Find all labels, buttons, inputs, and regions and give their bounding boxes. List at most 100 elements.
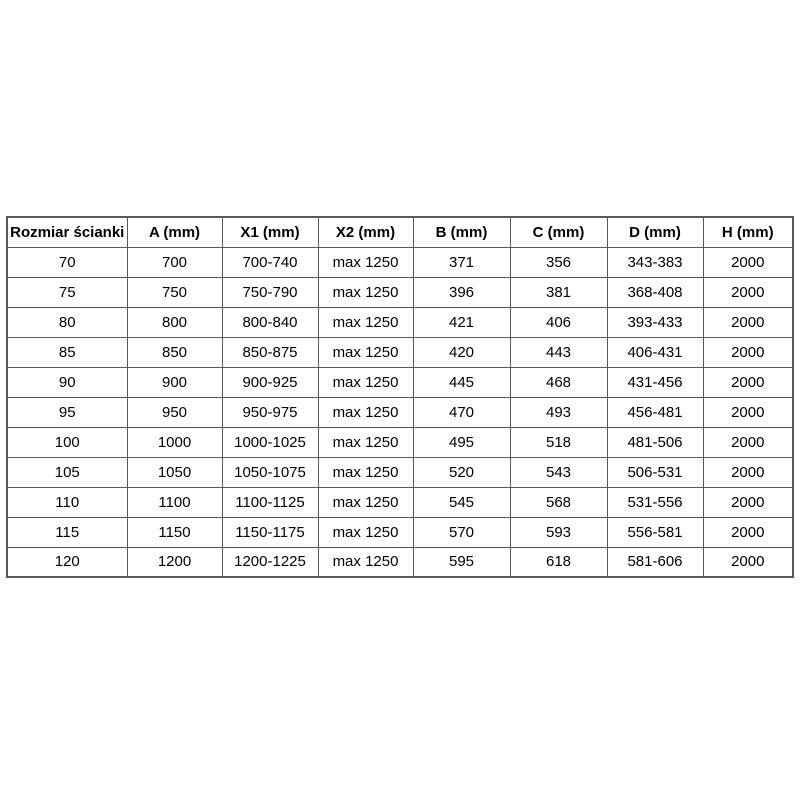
table-cell: 456-481 bbox=[606, 396, 704, 428]
table-cell: 431-456 bbox=[606, 366, 704, 398]
table-cell: 618 bbox=[509, 546, 608, 578]
table-row: 90 900 900-925 max 1250 445 468 431-456 2000 bbox=[6, 366, 794, 398]
table-cell: max 1250 bbox=[317, 546, 414, 578]
table-row: 80 800 800-840 max 1250 421 406 393-433 2000 bbox=[6, 306, 794, 338]
table-cell: 506-531 bbox=[606, 456, 704, 488]
table-cell: 110 bbox=[6, 486, 128, 518]
table-cell: 581-606 bbox=[606, 546, 704, 578]
table-cell: 545 bbox=[412, 486, 511, 518]
column-header: X1 (mm) bbox=[221, 216, 319, 248]
table-cell: 70 bbox=[6, 246, 128, 278]
table-cell: max 1250 bbox=[317, 396, 414, 428]
table-cell: 75 bbox=[6, 276, 128, 308]
table-cell: 356 bbox=[509, 246, 608, 278]
table-cell: 531-556 bbox=[606, 486, 704, 518]
table-cell: 800 bbox=[126, 306, 223, 338]
table-cell: 2000 bbox=[702, 456, 794, 488]
table-cell: 900-925 bbox=[221, 366, 319, 398]
table-cell: 1150 bbox=[126, 516, 223, 548]
table-cell: 2000 bbox=[702, 546, 794, 578]
table-cell: max 1250 bbox=[317, 246, 414, 278]
table-cell: 570 bbox=[412, 516, 511, 548]
table-cell: 568 bbox=[509, 486, 608, 518]
table-cell: 1200 bbox=[126, 546, 223, 578]
table-row: 105 1050 1050-1075 max 1250 520 543 506-531 200… bbox=[6, 456, 794, 488]
table-row: 120 1200 1200-1225 max 1250 595 618 581-606 200… bbox=[6, 546, 794, 578]
table-cell: 343-383 bbox=[606, 246, 704, 278]
table-cell: 445 bbox=[412, 366, 511, 398]
table-cell: max 1250 bbox=[317, 516, 414, 548]
table-cell: 95 bbox=[6, 396, 128, 428]
column-header: Rozmiar ścianki bbox=[6, 216, 128, 248]
table-cell: 495 bbox=[412, 426, 511, 458]
table-cell: 593 bbox=[509, 516, 608, 548]
table-cell: 2000 bbox=[702, 306, 794, 338]
table-cell: 85 bbox=[6, 336, 128, 368]
table-row: 110 1100 1100-1125 max 1250 545 568 531-556 200… bbox=[6, 486, 794, 518]
table-cell: 120 bbox=[6, 546, 128, 578]
table-cell: 1050 bbox=[126, 456, 223, 488]
table-cell: 406 bbox=[509, 306, 608, 338]
table-cell: 2000 bbox=[702, 516, 794, 548]
table-cell: 2000 bbox=[702, 276, 794, 308]
table-cell: 468 bbox=[509, 366, 608, 398]
table-cell: 518 bbox=[509, 426, 608, 458]
table-body: 70 700 700-740 max 1250 371 356 343-383 2000 75 7… bbox=[6, 246, 794, 578]
table-cell: 393-433 bbox=[606, 306, 704, 338]
table-cell: max 1250 bbox=[317, 276, 414, 308]
table-cell: 520 bbox=[412, 456, 511, 488]
table-cell: 105 bbox=[6, 456, 128, 488]
table-cell: 543 bbox=[509, 456, 608, 488]
table-cell: 1200-1225 bbox=[221, 546, 319, 578]
table-cell: 750-790 bbox=[221, 276, 319, 308]
table-cell: max 1250 bbox=[317, 336, 414, 368]
table-cell: 2000 bbox=[702, 486, 794, 518]
table-cell: 493 bbox=[509, 396, 608, 428]
table-cell: 1150-1175 bbox=[221, 516, 319, 548]
table-cell: 950 bbox=[126, 396, 223, 428]
table-row: 75 750 750-790 max 1250 396 381 368-408 2000 bbox=[6, 276, 794, 308]
table-cell: 421 bbox=[412, 306, 511, 338]
table-cell: 2000 bbox=[702, 426, 794, 458]
table-cell: max 1250 bbox=[317, 366, 414, 398]
table-cell: 850-875 bbox=[221, 336, 319, 368]
table-row: 85 850 850-875 max 1250 420 443 406-431 2000 bbox=[6, 336, 794, 368]
table-cell: 1000 bbox=[126, 426, 223, 458]
table-header-row: Rozmiar ścianki A (mm) X1 (mm) X2 (mm) B (mm… bbox=[6, 216, 794, 248]
spec-table: Rozmiar ścianki A (mm) X1 (mm) X2 (mm) B (mm… bbox=[6, 216, 794, 578]
table-cell: 800-840 bbox=[221, 306, 319, 338]
table-row: 100 1000 1000-1025 max 1250 495 518 481-506 200… bbox=[6, 426, 794, 458]
table-cell: 595 bbox=[412, 546, 511, 578]
column-header: X2 (mm) bbox=[317, 216, 414, 248]
table-cell: 90 bbox=[6, 366, 128, 398]
table-cell: 2000 bbox=[702, 366, 794, 398]
table-cell: max 1250 bbox=[317, 306, 414, 338]
table-cell: 368-408 bbox=[606, 276, 704, 308]
table-cell: 556-581 bbox=[606, 516, 704, 548]
table-cell: 950-975 bbox=[221, 396, 319, 428]
table-cell: 700-740 bbox=[221, 246, 319, 278]
table-cell: 80 bbox=[6, 306, 128, 338]
table-cell: 2000 bbox=[702, 396, 794, 428]
column-header: C (mm) bbox=[509, 216, 608, 248]
table-cell: max 1250 bbox=[317, 456, 414, 488]
table-cell: 406-431 bbox=[606, 336, 704, 368]
column-header: B (mm) bbox=[412, 216, 511, 248]
table-cell: 700 bbox=[126, 246, 223, 278]
table-cell: 443 bbox=[509, 336, 608, 368]
table-cell: 420 bbox=[412, 336, 511, 368]
table-cell: 115 bbox=[6, 516, 128, 548]
column-header: D (mm) bbox=[606, 216, 704, 248]
table-cell: 381 bbox=[509, 276, 608, 308]
page: Rozmiar ścianki A (mm) X1 (mm) X2 (mm) B (mm… bbox=[6, 216, 794, 578]
column-header: H (mm) bbox=[702, 216, 794, 248]
table-cell: 900 bbox=[126, 366, 223, 398]
table-cell: 2000 bbox=[702, 336, 794, 368]
table-cell: 1100-1125 bbox=[221, 486, 319, 518]
table-cell: 396 bbox=[412, 276, 511, 308]
table-cell: 470 bbox=[412, 396, 511, 428]
column-header: A (mm) bbox=[126, 216, 223, 248]
table-cell: 2000 bbox=[702, 246, 794, 278]
table-cell: 1100 bbox=[126, 486, 223, 518]
table-row: 95 950 950-975 max 1250 470 493 456-481 2000 bbox=[6, 396, 794, 428]
